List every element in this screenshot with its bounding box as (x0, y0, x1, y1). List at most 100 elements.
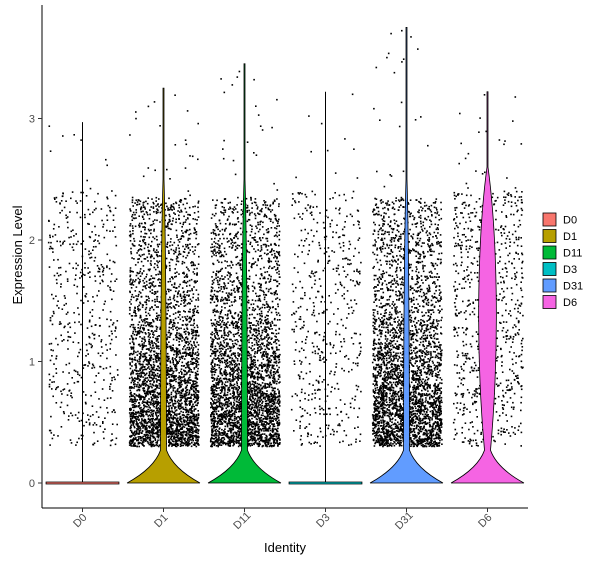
data-point (140, 319, 143, 321)
data-point (173, 438, 175, 440)
data-point (177, 322, 179, 324)
data-point (75, 262, 77, 265)
data-point (180, 380, 183, 383)
data-point (174, 436, 177, 439)
data-point (193, 394, 196, 396)
data-point (129, 393, 132, 395)
data-point (101, 219, 103, 222)
data-point (133, 379, 136, 382)
data-point (237, 436, 240, 439)
data-point (188, 284, 191, 287)
data-point (139, 301, 141, 304)
data-point (230, 396, 232, 399)
data-point (171, 324, 174, 326)
data-point (167, 281, 170, 283)
data-point (92, 364, 95, 367)
data-point (147, 329, 150, 331)
data-point (132, 441, 134, 443)
data-point (143, 410, 146, 413)
data-point (234, 370, 237, 372)
data-point (224, 421, 227, 424)
data-point (236, 420, 238, 423)
data-point (198, 334, 200, 337)
data-point (230, 401, 232, 404)
data-point (138, 414, 140, 417)
data-point (142, 204, 145, 206)
data-point (195, 311, 198, 313)
data-point (195, 334, 198, 337)
data-point (174, 413, 176, 416)
data-point (128, 412, 131, 414)
data-point (153, 366, 155, 368)
data-point (260, 364, 263, 367)
data-point (91, 309, 94, 311)
data-point (168, 323, 171, 325)
data-point (210, 370, 212, 372)
data-point (262, 396, 265, 398)
data-point (178, 332, 180, 335)
data-point (85, 343, 88, 346)
data-point (55, 388, 57, 391)
data-point (254, 198, 257, 200)
data-point (182, 425, 184, 428)
data-point (174, 407, 176, 410)
data-point (194, 385, 196, 388)
data-point (137, 428, 139, 430)
data-point (195, 394, 198, 396)
data-point (190, 371, 192, 373)
data-point (222, 278, 225, 280)
data-point (189, 403, 191, 405)
data-point (98, 242, 101, 245)
data-point (197, 397, 199, 400)
data-point (278, 273, 280, 275)
data-point (51, 437, 54, 440)
data-point (179, 311, 181, 313)
data-point (172, 433, 175, 435)
data-point (149, 209, 151, 211)
data-point (187, 341, 189, 343)
data-point (169, 399, 171, 401)
data-point (67, 419, 70, 421)
data-point (107, 204, 110, 207)
data-point (186, 245, 189, 247)
data-point (277, 378, 280, 380)
data-point (167, 410, 170, 412)
data-point (186, 276, 188, 278)
data-point (58, 226, 60, 228)
data-point (150, 401, 152, 403)
data-point (153, 397, 155, 399)
data-point (93, 422, 96, 424)
data-point (153, 211, 155, 213)
data-point (193, 268, 196, 270)
data-point (180, 334, 183, 337)
data-point (72, 249, 75, 251)
data-point (105, 367, 108, 369)
data-point (171, 347, 174, 349)
data-point (186, 442, 188, 445)
data-point (114, 330, 116, 332)
data-point (141, 430, 144, 432)
data-point (135, 279, 137, 281)
data-point (176, 423, 178, 426)
data-point (176, 361, 178, 363)
data-point (155, 444, 158, 446)
data-point (147, 379, 150, 381)
data-point (239, 377, 241, 380)
data-point (158, 260, 161, 263)
data-point (55, 278, 58, 281)
data-point (259, 404, 262, 406)
data-point (170, 428, 173, 430)
data-point (49, 317, 52, 319)
data-point (186, 338, 189, 341)
data-point (173, 208, 175, 210)
data-point (179, 352, 182, 355)
data-point (102, 223, 105, 226)
data-point (194, 229, 196, 231)
data-point (142, 327, 144, 329)
data-point (139, 421, 141, 424)
data-point (262, 400, 264, 403)
data-point (236, 436, 238, 439)
data-point (146, 389, 149, 391)
data-point (63, 304, 66, 306)
data-point (144, 258, 147, 260)
